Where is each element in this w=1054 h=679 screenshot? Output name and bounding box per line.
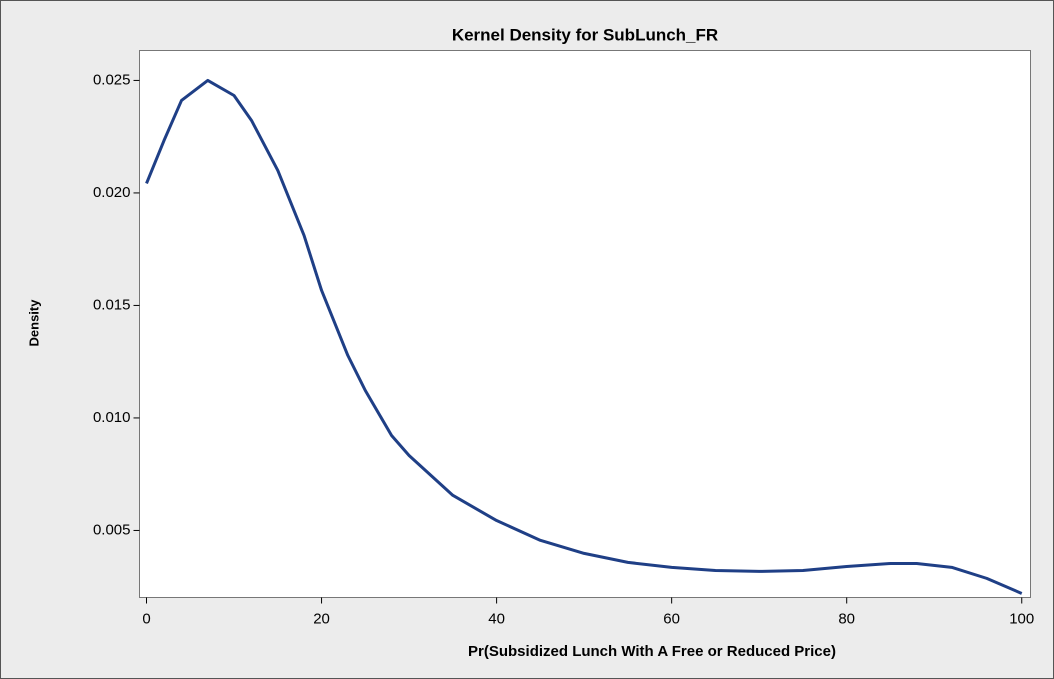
x-tick-label: 80 xyxy=(838,610,855,627)
y-tick-label: 0.010 xyxy=(93,409,131,426)
x-tick-label: 40 xyxy=(488,610,505,627)
y-tick-label: 0.025 xyxy=(93,71,131,88)
x-axis-label: Pr(Subsidized Lunch With A Free or Reduc… xyxy=(468,643,836,660)
y-tick-label: 0.005 xyxy=(93,521,131,538)
x-tick-label: 100 xyxy=(1009,610,1034,627)
x-tick-label: 0 xyxy=(142,610,150,627)
y-tick-label: 0.015 xyxy=(93,296,131,313)
chart-title: Kernel Density for SubLunch_FR xyxy=(452,25,718,44)
y-tick-label: 0.020 xyxy=(93,184,131,201)
y-axis-label: Density xyxy=(26,299,41,347)
plot-area xyxy=(139,50,1031,598)
x-tick-label: 60 xyxy=(663,610,680,627)
x-tick-label: 20 xyxy=(313,610,330,627)
density-line xyxy=(145,78,1023,595)
